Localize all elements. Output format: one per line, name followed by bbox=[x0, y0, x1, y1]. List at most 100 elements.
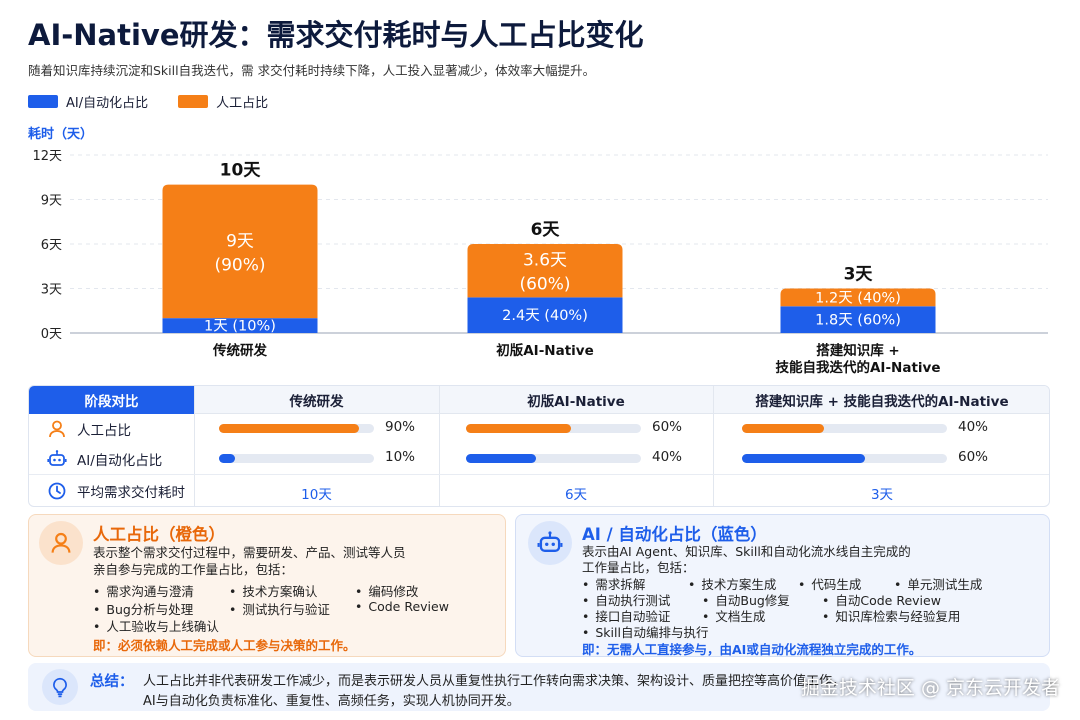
progress-fill bbox=[742, 454, 865, 463]
bar-ai bbox=[780, 306, 936, 333]
row-label-time: 平均需求交付耗时 bbox=[77, 485, 185, 501]
human-item: 需求沟通与澄清 bbox=[93, 581, 194, 600]
legend-item-ai: AI/自动化占比 bbox=[28, 92, 148, 111]
y-tick-label: 3天 bbox=[41, 283, 62, 298]
progress-fill bbox=[742, 424, 824, 433]
days-traditional: 10天 bbox=[301, 487, 332, 503]
bar-total-label: 3天 bbox=[844, 265, 874, 285]
bar-ai bbox=[162, 318, 318, 333]
robot-icon bbox=[528, 521, 572, 565]
days-initial: 6天 bbox=[564, 487, 588, 503]
y-axis-label: 耗时（天） bbox=[28, 126, 93, 142]
ai-card-conclusion: 即：无需人工直接参与，由AI或自动化流程独立完成的工作。 bbox=[582, 642, 922, 657]
human-item: 人工验收与上线确认 bbox=[93, 616, 219, 635]
legend-label-ai: AI/自动化占比 bbox=[66, 96, 149, 111]
ai-card-title: AI / 自动化占比（蓝色） bbox=[582, 525, 767, 544]
page-subtitle: 随着知识库持续沉淀和Skill自我迭代，需 求交付耗时持续下降，人工投入显著减少… bbox=[28, 63, 596, 78]
legend-swatch-human bbox=[178, 95, 209, 108]
comparison-header-label: 阶段对比 bbox=[29, 386, 194, 414]
person-icon bbox=[39, 521, 83, 565]
bar-human-label: 9天 bbox=[226, 231, 254, 251]
row-label-ai: AI/自动化占比 bbox=[77, 453, 163, 469]
ai-item: 接口自动验证 bbox=[582, 606, 670, 625]
lightbulb-icon bbox=[42, 669, 78, 705]
bar-human bbox=[162, 184, 318, 319]
ai-share-card: AI / 自动化占比（蓝色） 表示由AI Agent、知识库、Skill和自动化… bbox=[515, 514, 1050, 657]
bar-ai-label: 2.4天 (40%) bbox=[502, 308, 588, 324]
human-share-card: 人工占比（橙色） 表示整个需求交付过程中，需要研发、产品、测试等人员 亲自参与完… bbox=[28, 514, 506, 657]
y-tick-label: 0天 bbox=[41, 327, 62, 342]
bar-total-label: 6天 bbox=[531, 220, 561, 240]
human-card-desc-1: 表示整个需求交付过程中，需要研发、产品、测试等人员 bbox=[93, 545, 406, 560]
comparison-row-human-label: 人工占比 bbox=[47, 419, 131, 439]
summary-line-2: AI与自动化负责标准化、重复性、高频任务，实现人机协同开发。 bbox=[143, 694, 520, 709]
ai-card-desc-1: 表示由AI Agent、知识库、Skill和自动化流水线自主完成的 bbox=[582, 544, 911, 559]
progress-track bbox=[742, 424, 947, 433]
percent-label: 40% bbox=[958, 419, 989, 435]
percent-label: 10% bbox=[385, 449, 416, 465]
comparison-header-row: 阶段对比 传统研发 初版AI-Native 搭建知识库 + 技能自我迭代的AI-… bbox=[29, 386, 1049, 414]
progress-track bbox=[742, 454, 947, 463]
bar-ai bbox=[467, 297, 623, 333]
comparison-col-initial: 初版AI-Native bbox=[527, 394, 625, 410]
percent-label: 40% bbox=[652, 449, 683, 465]
ai-item: Skill自动编排与执行 bbox=[582, 622, 708, 641]
x-category-label: 技能自我迭代的AI-Native bbox=[775, 359, 940, 376]
ai-item: 自动Code Review bbox=[822, 590, 941, 609]
x-category-label: 搭建知识库 + bbox=[816, 342, 900, 359]
percent-label: 90% bbox=[385, 419, 416, 435]
human-item: 技术方案确认 bbox=[229, 581, 317, 600]
human-item: Bug分析与处理 bbox=[93, 599, 193, 618]
progress-fill bbox=[219, 454, 235, 463]
y-tick-label: 12天 bbox=[32, 149, 62, 164]
progress-fill bbox=[219, 424, 359, 433]
bar-human bbox=[780, 288, 936, 307]
bar-human-label: (60%) bbox=[519, 275, 570, 295]
row-label-human: 人工占比 bbox=[77, 423, 131, 439]
progress-track bbox=[466, 454, 641, 463]
legend-swatch-ai bbox=[28, 95, 58, 108]
comparison-col-knowledge: 搭建知识库 + 技能自我迭代的AI-Native bbox=[755, 394, 1009, 410]
y-tick-label: 9天 bbox=[41, 194, 62, 209]
ai-item: 技术方案生成 bbox=[688, 574, 776, 593]
progress-fill bbox=[466, 424, 571, 433]
bar-human-label: 3.6天 bbox=[523, 251, 567, 271]
comparison-row-time-label: 平均需求交付耗时 bbox=[47, 481, 185, 501]
human-item: 测试执行与验证 bbox=[229, 599, 330, 618]
clock-icon bbox=[47, 481, 67, 501]
progress-track bbox=[219, 454, 374, 463]
progress-track bbox=[219, 424, 374, 433]
bar-human-label: 1.2天 (40%) bbox=[815, 290, 901, 306]
ai-item: 文档生成 bbox=[702, 606, 765, 625]
robot-icon bbox=[47, 449, 67, 469]
y-tick-label: 6天 bbox=[41, 238, 62, 253]
bar-human-label: (90%) bbox=[214, 255, 265, 275]
ai-item: 单元测试生成 bbox=[894, 574, 982, 593]
summary-title: 总结： bbox=[90, 674, 134, 690]
summary-line-1: 人工占比并非代表研发工作减少，而是表示研发人员从重复性执行工作转向需求决策、架构… bbox=[143, 674, 846, 689]
chart-legend: AI/自动化占比 人工占比 bbox=[28, 92, 268, 111]
bar-total-label: 10天 bbox=[220, 161, 262, 181]
percent-label: 60% bbox=[958, 449, 989, 465]
human-card-conclusion: 即：必须依赖人工完成或人工参与决策的工作。 bbox=[93, 638, 356, 653]
comparison-table: 阶段对比 传统研发 初版AI-Native 搭建知识库 + 技能自我迭代的AI-… bbox=[28, 385, 1050, 507]
x-category-label: 初版AI-Native bbox=[496, 342, 594, 359]
bar-human bbox=[467, 244, 623, 298]
ai-item: 知识库检索与经验复用 bbox=[822, 606, 960, 625]
human-card-desc-2: 亲自参与完成的工作量占比，包括： bbox=[93, 562, 294, 577]
comparison-row-ai-label: AI/自动化占比 bbox=[47, 449, 162, 469]
summary-box: 总结： 人工占比并非代表研发工作减少，而是表示研发人员从重复性执行工作转向需求决… bbox=[28, 663, 1050, 711]
human-card-title: 人工占比（橙色） bbox=[93, 525, 225, 544]
legend-label-human: 人工占比 bbox=[216, 96, 269, 111]
bar-ai-label: 1.8天 (60%) bbox=[815, 313, 901, 329]
person-icon bbox=[47, 419, 67, 439]
days-knowledge: 3天 bbox=[870, 487, 894, 503]
percent-label: 60% bbox=[652, 419, 683, 435]
ai-item: 代码生成 bbox=[798, 574, 861, 593]
human-item: 编码修改 bbox=[355, 581, 418, 600]
watermark: 掘金技术社区 @ 京东云开发者 bbox=[800, 677, 1060, 699]
progress-track bbox=[466, 424, 641, 433]
human-item: Code Review bbox=[355, 599, 449, 614]
